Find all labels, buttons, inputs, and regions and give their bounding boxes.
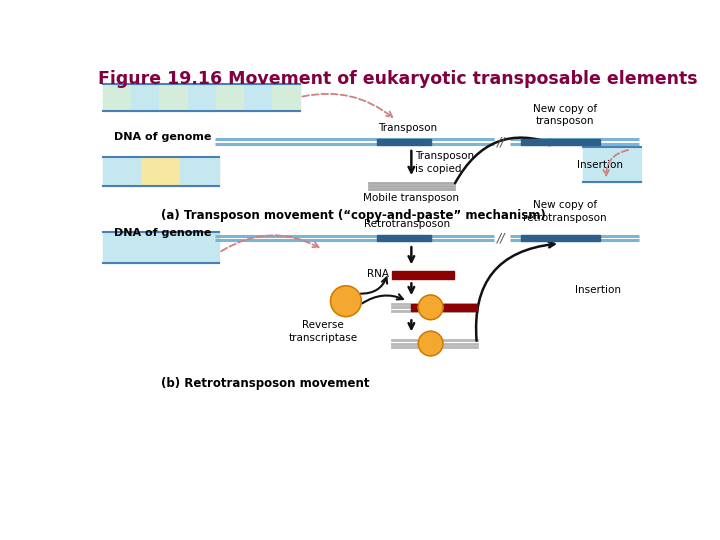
Bar bbox=[583, 147, 603, 182]
Circle shape bbox=[418, 331, 443, 356]
Bar bbox=[180, 232, 219, 262]
Bar bbox=[215, 84, 243, 111]
Bar bbox=[132, 84, 159, 111]
Bar bbox=[180, 157, 219, 186]
Text: Insertion: Insertion bbox=[575, 285, 621, 295]
Bar bbox=[104, 232, 142, 262]
Bar bbox=[377, 139, 431, 145]
Circle shape bbox=[418, 295, 443, 320]
Text: New copy of
retrotransposon: New copy of retrotransposon bbox=[523, 200, 606, 222]
Bar bbox=[377, 235, 431, 241]
Text: (b) Retrotransposon movement: (b) Retrotransposon movement bbox=[161, 377, 369, 390]
Bar bbox=[603, 147, 621, 182]
Bar bbox=[142, 232, 180, 262]
Text: (a) Transposon movement (“copy-and-paste” mechanism): (a) Transposon movement (“copy-and-paste… bbox=[161, 209, 546, 222]
Text: //: // bbox=[498, 136, 505, 148]
Bar bbox=[104, 157, 142, 186]
Bar bbox=[159, 84, 187, 111]
Text: New copy of
transposon: New copy of transposon bbox=[533, 104, 597, 126]
Text: DNA of genome: DNA of genome bbox=[114, 132, 211, 142]
Circle shape bbox=[330, 286, 361, 316]
Text: Figure 19.16 Movement of eukaryotic transposable elements: Figure 19.16 Movement of eukaryotic tran… bbox=[98, 70, 698, 88]
Bar bbox=[243, 84, 271, 111]
Bar bbox=[271, 84, 300, 111]
Bar bbox=[521, 235, 600, 241]
Text: Transposon: Transposon bbox=[378, 123, 437, 132]
Text: Insertion: Insertion bbox=[577, 160, 623, 170]
Bar bbox=[411, 303, 477, 311]
Text: RNA: RNA bbox=[367, 269, 389, 279]
Bar bbox=[521, 139, 600, 145]
Bar bbox=[187, 84, 215, 111]
Text: Reverse
transcriptase: Reverse transcriptase bbox=[288, 320, 357, 343]
Text: DNA of genome: DNA of genome bbox=[114, 228, 211, 239]
Text: Retrotransposon: Retrotransposon bbox=[364, 219, 451, 229]
Text: Transposon
is copied: Transposon is copied bbox=[415, 151, 474, 174]
Bar bbox=[392, 271, 454, 279]
Bar bbox=[142, 157, 180, 186]
Text: //: // bbox=[498, 232, 505, 245]
Text: Mobile transposon: Mobile transposon bbox=[364, 193, 459, 204]
Bar bbox=[621, 147, 641, 182]
Bar bbox=[104, 84, 132, 111]
